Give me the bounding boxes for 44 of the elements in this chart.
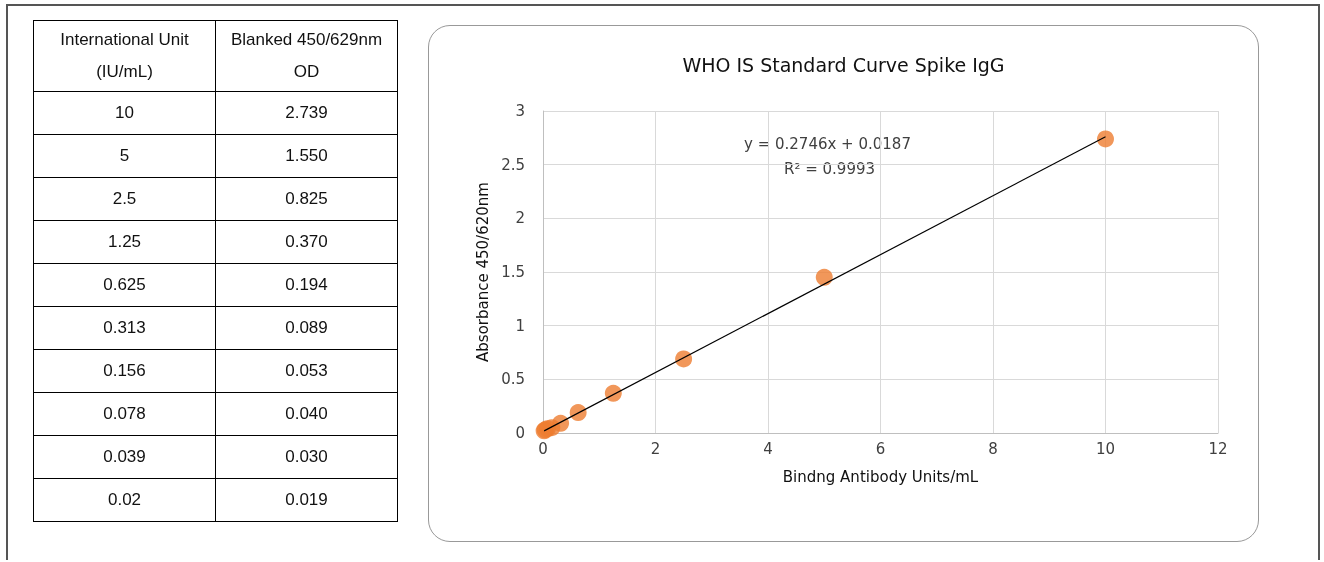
chart-title: WHO IS Standard Curve Spike IgG	[682, 53, 1005, 76]
x-tick-label: 2	[650, 439, 661, 458]
y-tick-label: 2	[515, 209, 525, 228]
text: 0.019	[215, 478, 398, 522]
y-tick-label: 1.5	[501, 263, 525, 281]
text: 5	[33, 134, 216, 178]
y-tick-label: 0	[515, 424, 525, 442]
x-tick-label: 0	[538, 439, 548, 458]
text: 0.825	[215, 177, 398, 221]
x-tick-label: 8	[988, 439, 998, 458]
category-label: Blanked 450/629nm OD	[215, 20, 398, 92]
x-axis-title: Bindng Antibody Units/mL	[782, 467, 979, 486]
x-tick-label: 12	[1208, 439, 1228, 458]
point	[569, 404, 587, 422]
text: 2.5	[33, 177, 216, 221]
text: 0.030	[215, 435, 398, 479]
text: 0.053	[215, 349, 398, 393]
point	[815, 268, 833, 286]
text: 10	[33, 91, 216, 135]
point	[1097, 130, 1114, 148]
y-tick-label: 2.5	[501, 155, 525, 174]
x-tick-label: 10	[1095, 439, 1116, 458]
text: 0.313	[33, 306, 216, 350]
y-tick-label: 0.5	[501, 370, 525, 389]
text: 0.370	[215, 220, 398, 264]
text: 0.040	[215, 392, 398, 436]
text: 0.156	[33, 349, 216, 393]
text: 1.25	[33, 220, 216, 264]
x-tick-label: 6	[875, 439, 886, 458]
text: 2.739	[215, 91, 398, 135]
point	[604, 384, 622, 402]
y-tick-label: 3	[515, 102, 525, 120]
text: 0.02	[33, 478, 216, 522]
text: 0.039	[33, 435, 216, 479]
text: 0.089	[215, 306, 398, 350]
category-label: International Unit (IU/mL)	[33, 20, 216, 92]
text: 1.550	[215, 134, 398, 178]
y-tick-label: 1	[515, 316, 525, 335]
text: 0.194	[215, 263, 398, 307]
point	[675, 350, 693, 368]
text: 0.078	[33, 392, 216, 436]
x-tick-label: 4	[763, 439, 773, 458]
y-axis-title: Absorbance 450/620nm	[473, 182, 492, 362]
text: 0.625	[33, 263, 216, 307]
